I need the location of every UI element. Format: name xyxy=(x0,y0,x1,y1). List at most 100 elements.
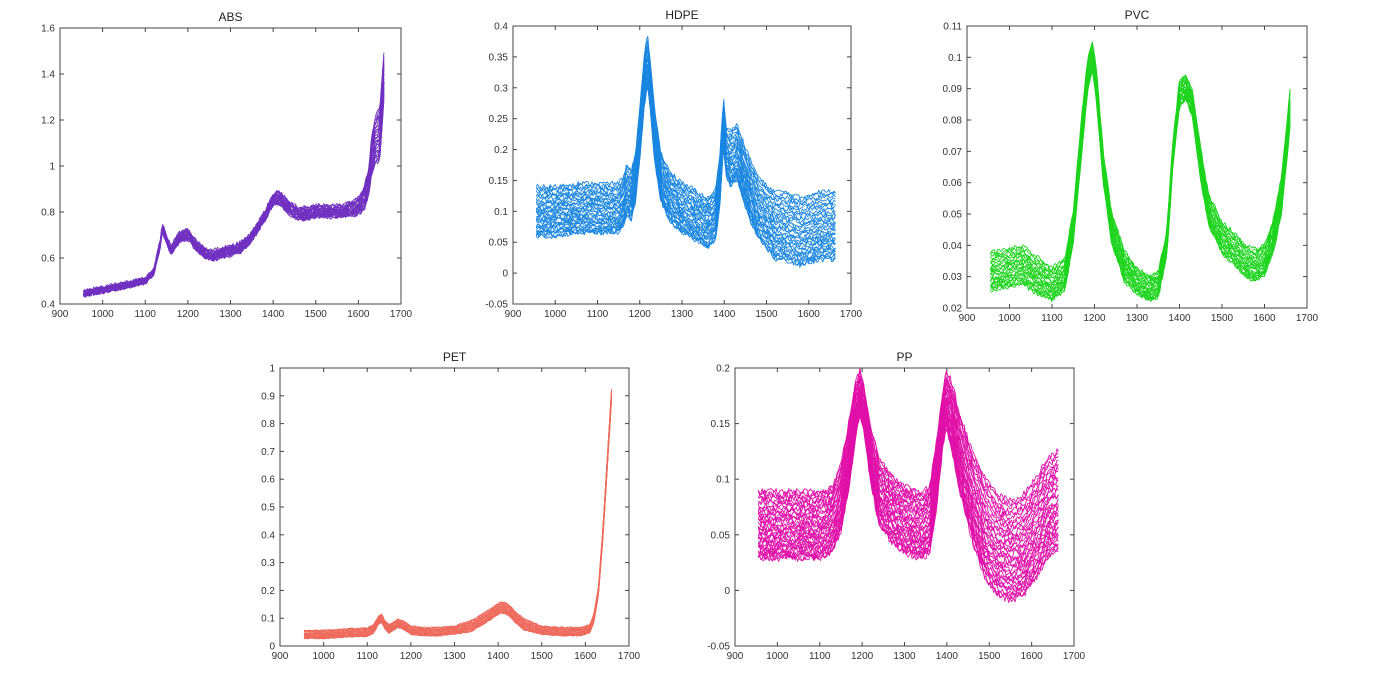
series-line xyxy=(757,406,1059,581)
series-line xyxy=(757,393,1059,562)
series-line xyxy=(757,394,1059,554)
series-line xyxy=(303,392,612,635)
y-tick-label: 0.2 xyxy=(494,145,508,156)
y-tick-label: 0.4 xyxy=(41,300,55,311)
y-tick-label: 0.06 xyxy=(943,178,963,189)
y-tick-label: 0.1 xyxy=(948,53,962,64)
y-tick-label: 0.15 xyxy=(711,419,731,430)
y-tick-label: 0.02 xyxy=(943,304,963,315)
x-tick-label: 1000 xyxy=(998,313,1021,324)
x-tick-label: 900 xyxy=(505,309,522,320)
x-tick-label: 1200 xyxy=(400,651,423,662)
series-line xyxy=(757,385,1059,540)
x-tick-label: 1300 xyxy=(219,309,242,320)
series-line xyxy=(535,45,836,214)
chart-panel-abs: ABS 900 1000 1100 1200 1300 1400 1500 1600 1700 0.… xyxy=(41,10,412,320)
x-tick-label: 1000 xyxy=(313,651,336,662)
series-line xyxy=(757,386,1059,536)
series-line xyxy=(757,409,1059,597)
y-tick-label: 0.6 xyxy=(41,254,55,265)
chart-title: ABS xyxy=(218,10,242,24)
x-tick-label: 1100 xyxy=(1041,313,1063,324)
y-tick-label: 1 xyxy=(269,364,275,375)
series-line xyxy=(990,61,1291,296)
x-tick-label: 1400 xyxy=(713,309,736,320)
series-line xyxy=(535,46,836,208)
x-tick-label: 1600 xyxy=(1021,651,1044,662)
series-group xyxy=(82,52,385,298)
y-tick-label: 0.6 xyxy=(261,475,275,486)
series-line xyxy=(757,413,1059,603)
x-tick-label: 1400 xyxy=(487,651,510,662)
series-line xyxy=(990,45,1291,282)
x-tick-label: 900 xyxy=(727,651,744,662)
x-tick-label: 1600 xyxy=(347,309,370,320)
series-group xyxy=(989,41,1291,303)
series-line xyxy=(757,394,1059,559)
series-line xyxy=(303,392,612,633)
chart-panel-pp: PP 900 1000 1100 1200 1300 1400 1500 1600 1700 -0.… xyxy=(707,350,1085,662)
y-tick-label: 1.2 xyxy=(41,116,55,127)
x-tick-label: 1000 xyxy=(766,651,789,662)
chart-title: HDPE xyxy=(665,8,698,22)
series-line xyxy=(989,62,1291,296)
series-line xyxy=(757,367,1059,502)
series-line xyxy=(535,44,836,211)
y-tick-label: 0.11 xyxy=(943,22,962,33)
series-line xyxy=(758,387,1059,545)
y-tick-label: 0.03 xyxy=(943,272,963,283)
x-tick-label: 1500 xyxy=(531,651,554,662)
series-group xyxy=(535,35,836,268)
y-tick-label: 0.2 xyxy=(261,586,275,597)
x-tick-label: 1300 xyxy=(893,651,916,662)
y-tick-label: 0.07 xyxy=(943,147,963,158)
y-tick-label: 0.08 xyxy=(943,116,963,127)
y-tick-label: 0.1 xyxy=(261,614,275,625)
y-tick-label: 0.05 xyxy=(711,530,731,541)
x-tick-label: 1100 xyxy=(134,309,156,320)
y-tick-label: -0.05 xyxy=(485,300,508,311)
series-line xyxy=(990,68,1291,301)
x-tick-label: 1500 xyxy=(755,309,778,320)
chart-title: PVC xyxy=(1125,8,1150,22)
x-tick-label: 1400 xyxy=(262,309,285,320)
series-line xyxy=(758,375,1059,514)
y-tick-label: 0.05 xyxy=(489,238,509,249)
x-tick-label: 1100 xyxy=(356,651,378,662)
series-line xyxy=(83,52,385,293)
y-tick-label: 0.4 xyxy=(494,22,508,33)
x-tick-label: 1500 xyxy=(978,651,1001,662)
y-tick-label: 0.09 xyxy=(943,84,963,95)
y-tick-label: 0.8 xyxy=(261,419,275,430)
x-tick-label: 1600 xyxy=(798,309,821,320)
series-line xyxy=(757,379,1059,528)
y-tick-label: 0 xyxy=(502,269,508,280)
x-tick-label: 1300 xyxy=(443,651,466,662)
y-tick-label: 1 xyxy=(49,162,55,173)
y-tick-label: 0.1 xyxy=(494,207,508,218)
y-tick-label: 0.4 xyxy=(261,530,275,541)
series-line xyxy=(757,368,1059,506)
series-line xyxy=(989,41,1291,277)
chart-title: PP xyxy=(896,350,912,364)
x-tick-label: 1100 xyxy=(587,309,609,320)
chart-panel-hdpe: HDPE 900 1000 1100 1200 1300 1400 1500 1600 1700 -… xyxy=(485,8,862,320)
series-line xyxy=(535,79,836,257)
y-tick-label: 0 xyxy=(724,586,730,597)
x-tick-label: 1600 xyxy=(1253,313,1276,324)
y-tick-label: 0.5 xyxy=(261,503,275,514)
y-tick-label: 0.9 xyxy=(261,391,275,402)
x-tick-label: 1200 xyxy=(177,309,200,320)
series-line xyxy=(757,398,1059,568)
y-tick-label: 0.04 xyxy=(943,241,963,252)
x-tick-label: 1500 xyxy=(305,309,328,320)
plot-area xyxy=(59,27,402,305)
series-line xyxy=(535,78,836,254)
series-line xyxy=(535,60,836,231)
y-tick-label: 0.1 xyxy=(716,475,730,486)
series-line xyxy=(535,77,836,251)
y-tick-label: 0.25 xyxy=(489,114,509,125)
y-tick-label: 0.7 xyxy=(261,447,275,458)
x-tick-label: 1700 xyxy=(840,309,863,320)
